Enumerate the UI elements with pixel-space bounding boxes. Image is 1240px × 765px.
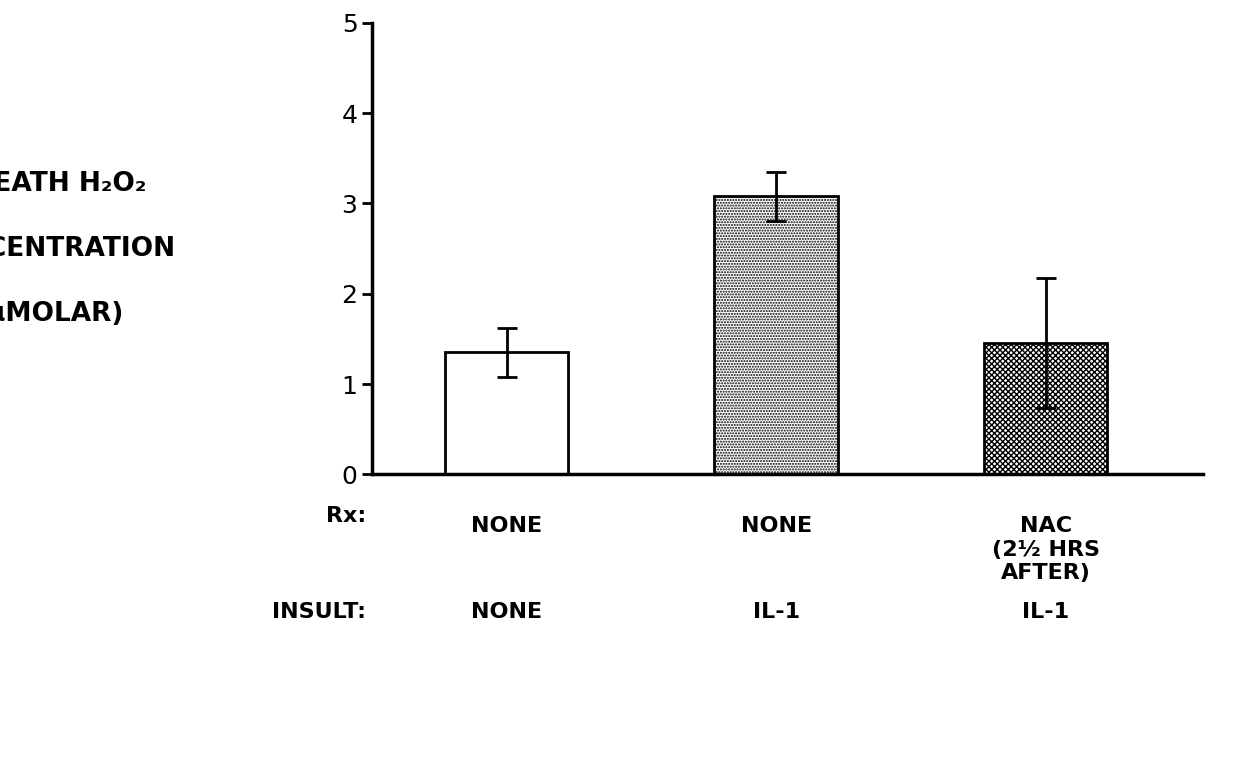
Text: BREATH H₂O₂: BREATH H₂O₂ [0,171,146,197]
Text: CONCENTRATION: CONCENTRATION [0,236,176,262]
Text: NONE: NONE [471,516,542,536]
Text: IL-1: IL-1 [1022,602,1069,622]
Text: NONE: NONE [471,602,542,622]
Text: (μMOLAR): (μMOLAR) [0,301,124,327]
Text: NONE: NONE [740,516,812,536]
Bar [714,197,838,474]
Bar [445,353,568,474]
Bar [983,343,1107,474]
Text: Rx:: Rx: [326,506,366,526]
Text: IL-1: IL-1 [753,602,800,622]
Text: INSULT:: INSULT: [272,602,366,622]
Text: NAC
(2½ HRS
AFTER): NAC (2½ HRS AFTER) [992,516,1100,583]
